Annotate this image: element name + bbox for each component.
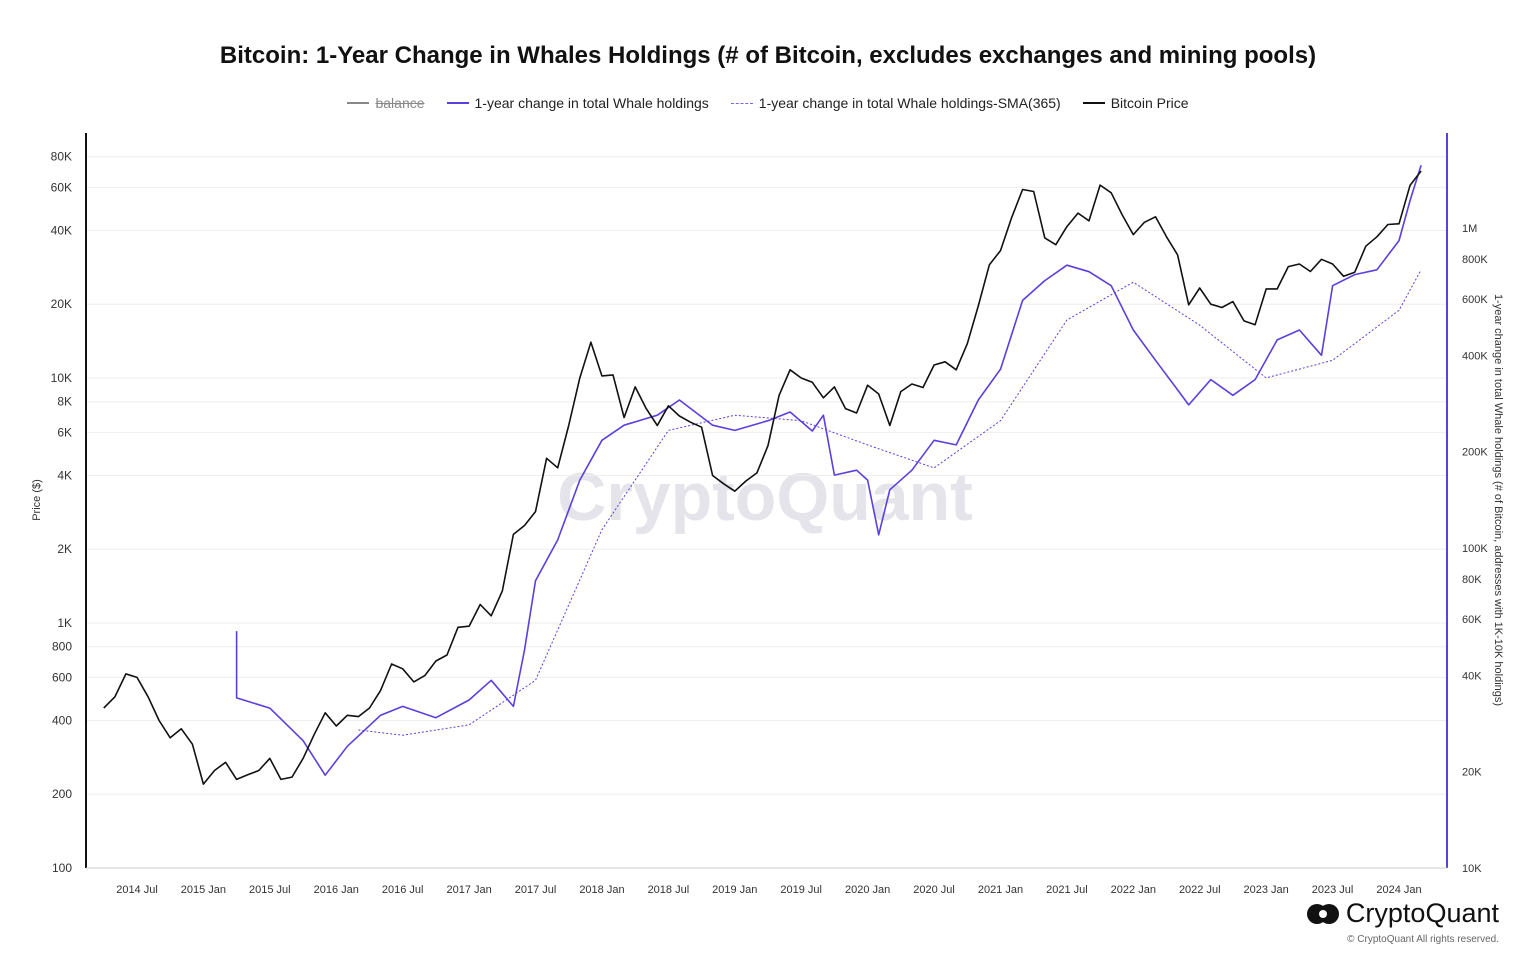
y-right-tick: 400K — [1462, 350, 1488, 362]
series-line-0 — [103, 170, 1422, 785]
y-left-tick: 8K — [57, 395, 72, 409]
x-tick: 2018 Jul — [648, 884, 690, 896]
legend-label: 1-year change in total Whale holdings-SM… — [758, 95, 1061, 111]
y-right-tick: 200K — [1462, 447, 1488, 459]
y-left-tick: 400 — [52, 713, 72, 727]
cryptoquant-logo: CryptoQuant — [1306, 898, 1499, 929]
y-right-tick: 40K — [1462, 670, 1482, 682]
x-tick: 2022 Jul — [1179, 884, 1221, 896]
legend-item-whale-change[interactable]: 1-year change in total Whale holdings — [446, 95, 709, 111]
legend-item-bitcoin-price[interactable]: Bitcoin Price — [1082, 95, 1189, 111]
legend-item-balance[interactable]: balance — [347, 95, 425, 111]
x-tick: 2021 Jan — [978, 884, 1023, 896]
x-tick: 2022 Jan — [1111, 884, 1156, 896]
watermark: CryptoQuant — [557, 459, 973, 535]
legend-swatch — [1082, 102, 1105, 104]
legend-swatch — [347, 102, 370, 104]
y-right-tick: 100K — [1462, 543, 1488, 555]
y-left-tick: 1K — [57, 616, 72, 630]
x-tick: 2019 Jan — [712, 884, 757, 896]
legend-swatch — [730, 102, 753, 104]
y-left-tick: 100 — [52, 861, 72, 875]
x-tick: 2015 Jul — [249, 884, 291, 896]
y-left-tick: 600 — [52, 670, 72, 684]
y-right-tick: 1M — [1462, 223, 1477, 235]
x-tick: 2017 Jan — [446, 884, 491, 896]
y-left-tick: 10K — [51, 371, 72, 385]
y-left-tick: 80K — [51, 150, 72, 164]
y-right-tick: 800K — [1462, 254, 1488, 266]
x-tick: 2019 Jul — [780, 884, 822, 896]
y-left-tick: 800 — [52, 640, 72, 654]
y-left-tick: 6K — [57, 425, 72, 439]
series-line-1 — [235, 165, 1422, 776]
x-tick: 2016 Jul — [382, 884, 424, 896]
chart-title: Bitcoin: 1-Year Change in Whales Holding… — [219, 42, 1317, 69]
x-tick: 2017 Jul — [515, 884, 557, 896]
logo-text: CryptoQuant — [1345, 898, 1499, 928]
y-left-tick: 60K — [51, 180, 72, 194]
y-left-tick: 200 — [52, 787, 72, 801]
y-right-tick: 80K — [1462, 574, 1482, 586]
y-right-tick: 60K — [1462, 614, 1482, 626]
legend-swatch — [446, 102, 469, 104]
y-left-label: Price ($) — [31, 479, 43, 521]
x-tick: 2021 Jul — [1046, 884, 1088, 896]
y-left-tick: 20K — [51, 297, 72, 311]
y-right-tick: 600K — [1462, 294, 1488, 306]
y-left-tick: 2K — [57, 542, 72, 556]
series-line-2 — [358, 269, 1422, 736]
y-right-tick: 10K — [1462, 863, 1482, 875]
x-tick: 2018 Jan — [579, 884, 624, 896]
y-left-tick: 40K — [51, 223, 72, 237]
y-right-label: 1-year change in total Whale holdings (#… — [1492, 294, 1504, 706]
logo-icon — [1306, 903, 1339, 924]
x-tick: 2020 Jul — [913, 884, 955, 896]
x-tick: 2023 Jul — [1312, 884, 1354, 896]
x-tick: 2020 Jan — [845, 884, 890, 896]
y-right-tick: 20K — [1462, 767, 1482, 779]
x-tick: 2016 Jan — [314, 884, 359, 896]
x-tick: 2023 Jan — [1244, 884, 1289, 896]
copyright: © CryptoQuant All rights reserved. — [1347, 934, 1499, 945]
x-tick: 2014 Jul — [116, 884, 158, 896]
y-left-tick: 4K — [57, 468, 72, 482]
legend-label: Bitcoin Price — [1110, 95, 1189, 111]
legend: balance 1-year change in total Whale hol… — [0, 95, 1536, 111]
legend-label: balance — [375, 95, 425, 111]
x-tick: 2024 Jan — [1376, 884, 1421, 896]
x-tick: 2015 Jan — [181, 884, 226, 896]
legend-item-whale-sma[interactable]: 1-year change in total Whale holdings-SM… — [730, 95, 1061, 111]
legend-label: 1-year change in total Whale holdings — [474, 95, 709, 111]
